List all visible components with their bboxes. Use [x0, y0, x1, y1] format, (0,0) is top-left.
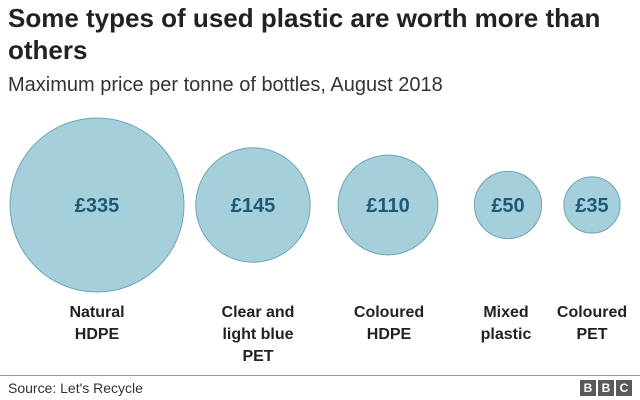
source-note: Source: Let's Recycle	[8, 380, 143, 396]
chart-subtitle: Maximum price per tonne of bottles, Augu…	[8, 74, 443, 96]
category-label-line: light blue	[222, 326, 294, 343]
category-label-line: HDPE	[74, 326, 120, 343]
chart-title: Some types of used plastic are worth mor…	[8, 3, 601, 65]
bbc-logo-letter: C	[616, 380, 632, 396]
category-label-line: PET	[242, 348, 274, 365]
category-label: Mixed plastic	[451, 302, 561, 346]
category-label-line: Clear and	[221, 304, 295, 321]
bubble-value-label: £50	[491, 195, 524, 217]
category-label: Clear and light blue PET	[203, 302, 313, 368]
bubble-value-label: £335	[75, 195, 120, 217]
category-label-line: HDPE	[366, 326, 412, 343]
bubble-value-label: £35	[575, 195, 608, 217]
category-label-line: plastic	[480, 326, 532, 343]
bubble-value-label: £110	[366, 195, 409, 217]
bubble-value-label: £145	[231, 195, 276, 217]
bbc-logo-letter: B	[580, 380, 596, 396]
category-label: Natural HDPE	[42, 302, 152, 346]
category-label-line: PET	[576, 326, 608, 343]
category-label-line: Natural	[69, 304, 125, 321]
bubble-3	[473, 170, 543, 240]
category-label-line: Coloured	[353, 304, 425, 321]
bbc-logo-letter: B	[598, 380, 614, 396]
bubble-4	[563, 176, 621, 234]
bubble-1	[195, 147, 311, 263]
bbc-logo: B B C	[580, 380, 632, 396]
bubble-0	[9, 117, 185, 293]
category-label: Coloured PET	[537, 302, 640, 346]
footer-divider	[0, 375, 640, 376]
category-label: Coloured HDPE	[334, 302, 444, 346]
category-label-line: Mixed	[483, 304, 529, 321]
bubble-2	[337, 154, 439, 256]
category-label-line: Coloured	[556, 304, 628, 321]
